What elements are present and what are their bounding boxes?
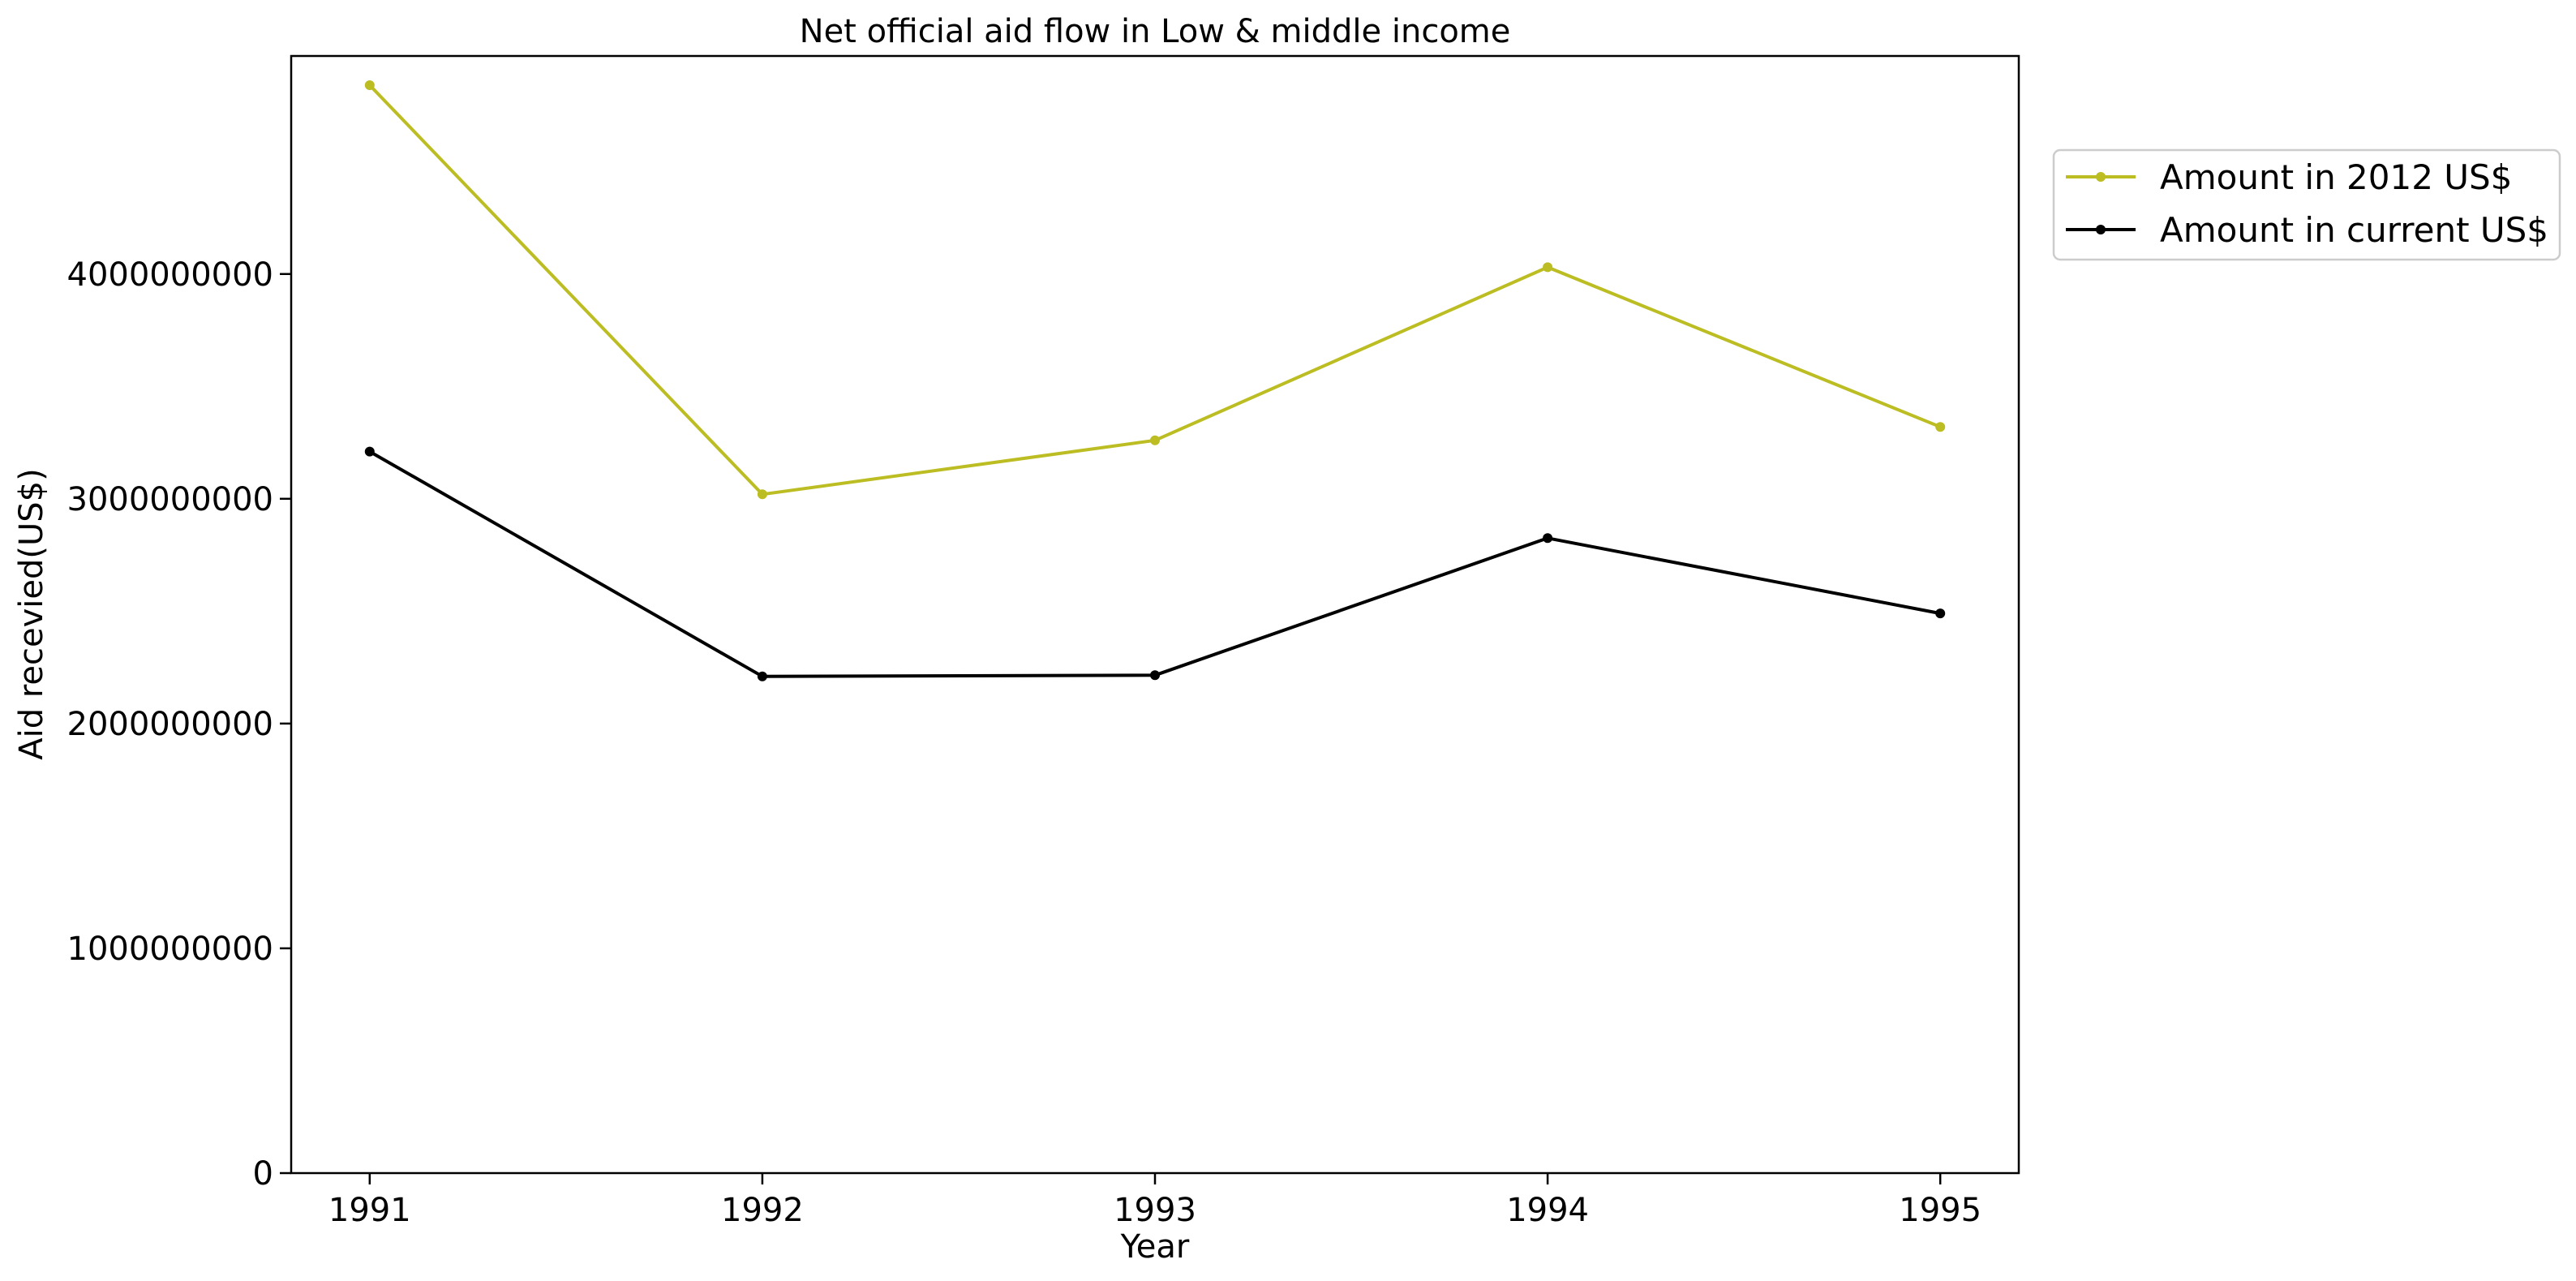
- legend-marker-2012-usd: [2096, 172, 2106, 182]
- y-tick-label: 1000000000: [67, 931, 274, 968]
- x-tick-label: 1991: [328, 1192, 411, 1229]
- data-point-1-1991: [364, 446, 375, 457]
- x-tick-label: 1992: [721, 1192, 804, 1229]
- series-layer: [364, 80, 1946, 681]
- data-point-0-1991: [364, 80, 375, 90]
- data-point-0-1992: [757, 489, 767, 500]
- x-axis-title: Year: [1120, 1228, 1190, 1266]
- legend-marker-current-usd: [2096, 225, 2106, 234]
- y-tick-label: 2000000000: [67, 706, 274, 743]
- y-axis: 0 1000000000 2000000000 3000000000 400000000…: [67, 256, 291, 1193]
- y-tick-label: 0: [253, 1155, 273, 1193]
- x-tick-label: 1994: [1506, 1192, 1589, 1229]
- data-point-1-1993: [1150, 670, 1160, 681]
- x-tick-label: 1995: [1899, 1192, 1981, 1229]
- chart-title: Net official aid flow in Low & middle in…: [800, 13, 1511, 50]
- data-point-0-1994: [1543, 262, 1553, 273]
- y-axis-title: Aid recevied(US$): [13, 468, 50, 759]
- legend-label-2012-usd: Amount in 2012 US$: [2160, 157, 2512, 197]
- y-tick-label: 3000000000: [67, 481, 274, 518]
- legend-box: [2052, 148, 2561, 261]
- x-tick-label: 1993: [1114, 1192, 1196, 1229]
- data-point-1-1994: [1543, 533, 1553, 544]
- data-point-0-1995: [1935, 422, 1946, 432]
- y-tick-label: 4000000000: [67, 256, 274, 294]
- data-point-1-1992: [757, 671, 767, 681]
- legend: Amount in 2012 US$ Amount in current US$: [2052, 148, 2561, 261]
- x-axis: 1991 1992 1993 1994 1995: [328, 1173, 1981, 1229]
- data-point-0-1993: [1150, 435, 1160, 445]
- data-point-1-1995: [1935, 608, 1946, 619]
- legend-label-current-usd: Amount in current US$: [2160, 210, 2548, 250]
